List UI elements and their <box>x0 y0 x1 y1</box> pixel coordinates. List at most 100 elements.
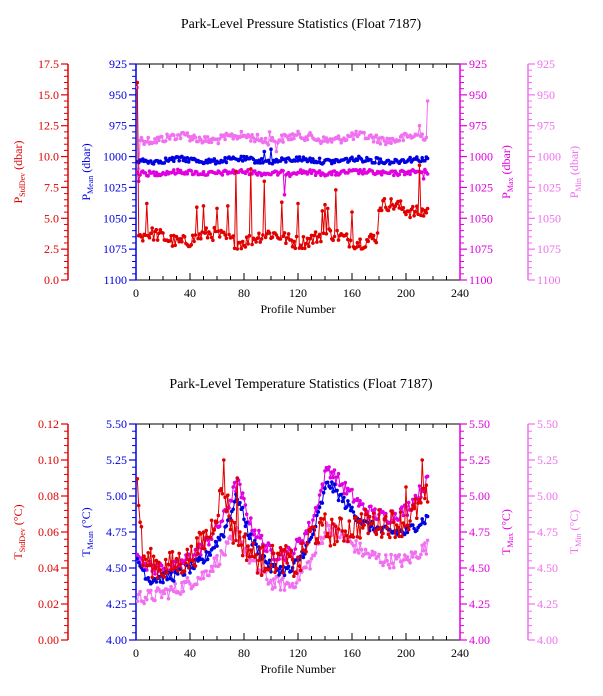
point-PMean <box>296 158 300 163</box>
point-TStdDev <box>362 523 366 527</box>
point-TMin <box>369 553 373 557</box>
point-PStdDev <box>238 240 242 245</box>
point-TStdDev <box>211 531 215 536</box>
mean-tick-label: 1025 <box>103 180 127 194</box>
point-PMean <box>415 155 419 159</box>
point-PMax <box>286 170 291 175</box>
point-TStdDev <box>222 458 226 462</box>
point-PMin <box>159 134 164 139</box>
point-PMin <box>190 137 195 142</box>
point-TMean <box>238 500 242 505</box>
point-TMean <box>247 536 252 541</box>
point-PMin <box>297 132 302 136</box>
point-PStdDev <box>157 231 161 236</box>
point-PStdDev <box>347 245 352 249</box>
point-TStdDev <box>419 501 423 505</box>
stddev-tick-label: 2.5 <box>44 242 59 256</box>
point-PMin <box>384 142 388 147</box>
point-TMin <box>425 538 430 543</box>
point-TMean <box>347 503 352 507</box>
point-PStdDev <box>145 201 149 206</box>
point-TMin <box>321 536 326 540</box>
point-TMean <box>351 510 356 514</box>
point-TMin <box>199 577 203 581</box>
point-TMin <box>166 596 171 601</box>
point-PMin <box>201 139 206 144</box>
point-TMax <box>317 493 322 497</box>
point-PStdDev <box>244 235 249 239</box>
point-PStdDev <box>412 213 416 218</box>
point-TMean <box>423 521 427 526</box>
point-TStdDev <box>186 566 191 570</box>
point-PMax <box>246 168 250 172</box>
point-TMin <box>153 598 157 603</box>
point-TMin <box>297 578 302 582</box>
point-TMin <box>338 535 342 540</box>
point-TStdDev <box>361 526 365 530</box>
max-axis: 1100 1075 1050 1025 1000 975 950 925 PMax (dbar) <box>459 57 515 287</box>
point-PMean <box>259 157 264 161</box>
point-TStdDev <box>174 556 179 561</box>
point-PMax <box>357 171 361 176</box>
point-PMin <box>385 136 389 141</box>
point-TMin <box>294 581 299 585</box>
point-TMin <box>304 565 308 570</box>
point-TMin <box>215 553 219 558</box>
point-TMean <box>321 490 326 495</box>
point-PMin <box>259 137 264 141</box>
max-tick-label: 4.00 <box>469 633 490 647</box>
point-TStdDev <box>230 518 234 523</box>
point-TMax <box>293 547 298 551</box>
point-PMin <box>362 130 366 135</box>
stddev-label-main: P <box>11 197 25 204</box>
point-PStdDev <box>280 200 284 204</box>
point-PMax <box>178 168 183 173</box>
point-TMin <box>208 569 213 574</box>
max-tick-label: 1075 <box>469 242 493 256</box>
point-PMean <box>269 147 273 151</box>
point-TMean <box>240 505 245 510</box>
point-TStdDev <box>255 571 260 575</box>
point-TStdDev <box>336 527 341 531</box>
point-TMax <box>232 480 237 485</box>
point-PStdDev <box>286 232 291 236</box>
point-TMin <box>411 555 415 559</box>
point-PMin <box>163 139 168 143</box>
point-PStdDev <box>173 243 177 248</box>
point-TStdDev <box>377 508 381 512</box>
point-TMin <box>401 558 406 562</box>
point-PMean <box>251 157 256 161</box>
point-TStdDev <box>354 515 358 519</box>
point-TStdDev <box>224 509 229 513</box>
point-PMax <box>153 173 157 178</box>
point-TMean <box>323 486 327 491</box>
point-TMean <box>217 537 222 542</box>
point-PMax <box>154 170 159 175</box>
point-PStdDev <box>290 244 295 249</box>
point-TMax <box>239 495 244 500</box>
mean-label-unit: (dbar) <box>79 143 93 172</box>
point-TMin <box>173 582 177 586</box>
mean-axis-label: PMean (dbar) <box>79 143 95 200</box>
point-PMin <box>217 137 222 141</box>
point-TStdDev <box>417 497 422 502</box>
point-PMin <box>193 135 198 140</box>
point-TStdDev <box>374 532 379 536</box>
point-TStdDev <box>378 526 383 530</box>
max-label-main: T <box>499 547 513 555</box>
point-TMax <box>207 542 211 547</box>
point-TStdDev <box>424 483 429 488</box>
point-TMin <box>213 564 218 568</box>
point-PStdDev <box>300 246 304 250</box>
point-TStdDev <box>346 539 350 544</box>
point-PMean <box>180 154 184 159</box>
point-PMin <box>309 133 314 138</box>
point-PMax <box>425 172 430 176</box>
point-TMin <box>217 562 222 567</box>
point-PStdDev <box>190 233 195 238</box>
point-TMin <box>278 588 283 592</box>
point-TMin <box>362 552 366 557</box>
max-tick-label: 1000 <box>469 150 493 164</box>
point-TStdDev <box>334 524 338 529</box>
point-PMin <box>250 133 254 137</box>
